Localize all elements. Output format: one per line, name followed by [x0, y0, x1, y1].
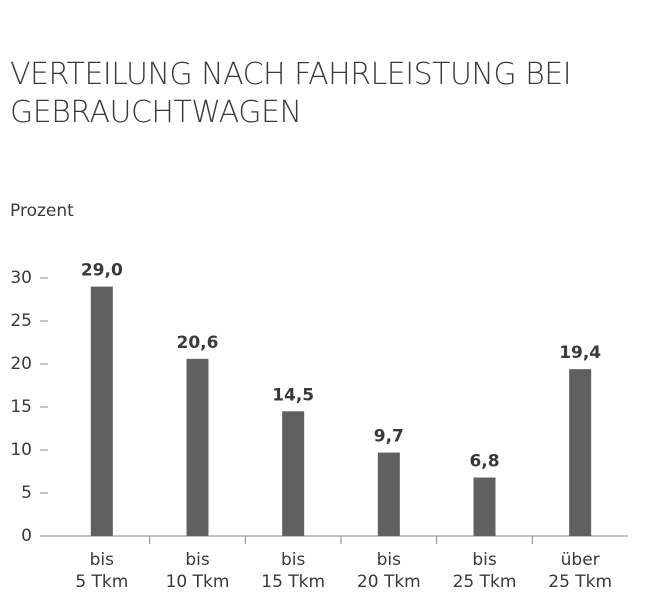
x-tick-label: 25 Tkm [453, 572, 517, 592]
x-tick-label: über [561, 550, 600, 570]
x-tick-label: bis [377, 550, 402, 570]
y-tick-label: 0 [21, 526, 32, 546]
y-tick-label: 20 [10, 354, 32, 374]
y-tick-label: 25 [10, 311, 32, 331]
bar [473, 477, 496, 536]
y-tick-label: 30 [10, 268, 32, 288]
bar [282, 411, 305, 536]
y-tick-label: 10 [10, 440, 32, 460]
y-tick-label: 5 [21, 483, 32, 503]
y-tick-label: 15 [10, 397, 32, 417]
x-tick-label: 25 Tkm [548, 572, 612, 592]
x-tick-label: bis [281, 550, 306, 570]
chart-title: VERTEILUNG NACH FAHRLEISTUNG BEI GEBRAUC… [10, 57, 572, 130]
value-label: 29,0 [81, 261, 123, 281]
value-label: 9,7 [374, 427, 404, 447]
bar [90, 286, 113, 536]
bar [569, 369, 592, 536]
value-label: 20,6 [177, 333, 219, 353]
x-tick-label: bis [472, 550, 497, 570]
value-label: 14,5 [272, 385, 314, 405]
value-label: 6,8 [469, 452, 499, 472]
value-label: 19,4 [559, 343, 601, 363]
x-tick-label: 10 Tkm [166, 572, 230, 592]
bar [377, 452, 400, 536]
x-tick-label: bis [185, 550, 210, 570]
bar [186, 358, 209, 536]
x-tick-label: bis [90, 550, 115, 570]
x-tick-label: 5 Tkm [75, 572, 128, 592]
y-axis-label: Prozent [10, 201, 74, 221]
x-tick-label: 15 Tkm [261, 572, 325, 592]
x-tick-label: 20 Tkm [357, 572, 421, 592]
